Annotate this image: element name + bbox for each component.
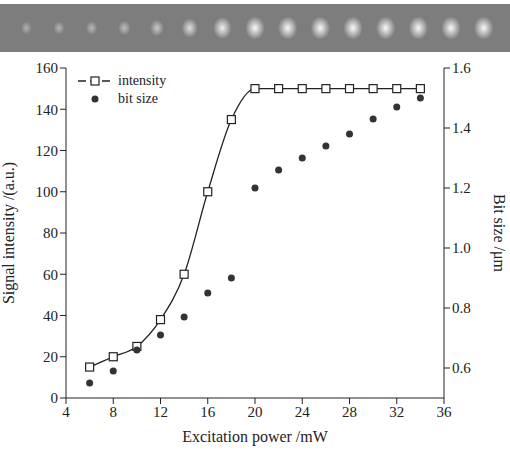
- svg-text:100: 100: [36, 184, 59, 200]
- svg-text:0: 0: [51, 390, 59, 406]
- html-text:intensity: intensity: [118, 73, 167, 88]
- svg-text:160: 160: [36, 60, 59, 76]
- svg-text:1.2: 1.2: [452, 180, 471, 196]
- svg-text:28: 28: [342, 404, 357, 420]
- svg-text:Bit size /μm: Bit size /μm: [490, 194, 508, 272]
- svg-text:20: 20: [43, 349, 58, 365]
- svg-text:4: 4: [62, 404, 70, 420]
- svg-text:Excitation power /mW: Excitation power /mW: [182, 428, 329, 446]
- svg-text:0.6: 0.6: [452, 360, 471, 376]
- svg-text:60: 60: [43, 267, 58, 283]
- svg-text:36: 36: [437, 404, 453, 420]
- svg-text:80: 80: [43, 225, 58, 241]
- svg-text:Signal intensity /(a.u.): Signal intensity /(a.u.): [0, 162, 18, 304]
- svg-text:1.6: 1.6: [452, 60, 471, 76]
- svg-text:1.0: 1.0: [452, 240, 471, 256]
- svg-text:16: 16: [200, 404, 216, 420]
- html-text:bit size: bit size: [118, 91, 158, 106]
- svg-text:140: 140: [36, 102, 59, 118]
- svg-text:12: 12: [153, 404, 168, 420]
- svg-text:40: 40: [43, 308, 58, 324]
- svg-text:0.8: 0.8: [452, 300, 471, 316]
- svg-text:120: 120: [36, 143, 59, 159]
- svg-text:8: 8: [110, 404, 118, 420]
- svg-text:32: 32: [389, 404, 404, 420]
- svg-text:24: 24: [295, 404, 311, 420]
- svg-text:1.4: 1.4: [452, 120, 471, 136]
- svg-text:20: 20: [248, 404, 263, 420]
